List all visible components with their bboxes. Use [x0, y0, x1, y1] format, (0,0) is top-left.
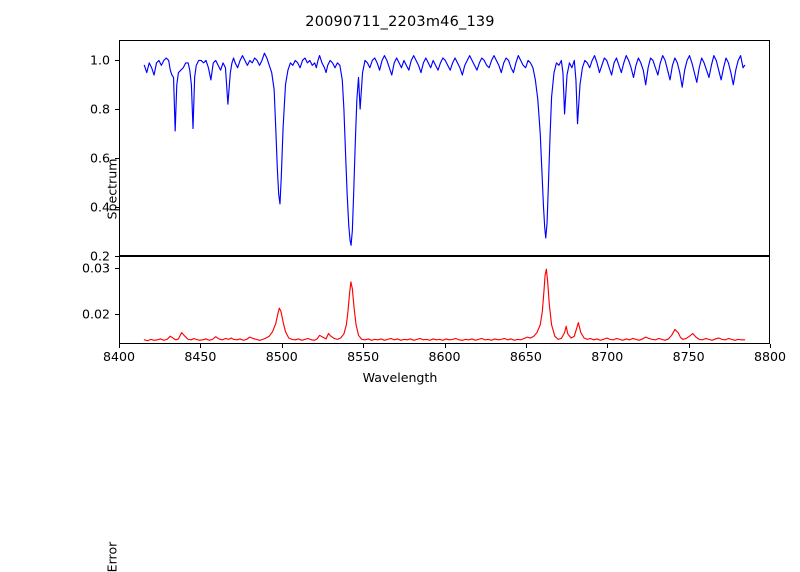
error-plot-panel: Error	[105, 256, 770, 572]
x-tick-mark	[119, 344, 121, 348]
chart-title: 20090711_2203m46_139	[305, 14, 495, 30]
x-tick-label: 8600	[428, 349, 461, 364]
x-tick-label: 8400	[102, 349, 136, 364]
x-tick-label: 8450	[184, 349, 217, 364]
x-axis-label: Wavelength	[362, 370, 438, 385]
y-tick-mark	[115, 267, 119, 269]
spectrum-line-plot	[143, 52, 746, 246]
x-tick-mark	[770, 344, 772, 348]
spectrum-plot-panel: Spectrum	[105, 40, 770, 256]
y-tick-mark	[115, 256, 119, 258]
x-tick-mark	[200, 344, 202, 348]
x-tick-label: 8500	[265, 349, 298, 364]
y-tick-mark	[115, 59, 119, 61]
y-tick-mark	[115, 108, 119, 110]
x-tick-label: 8550	[347, 349, 380, 364]
y-tick-label: 0.4	[89, 199, 110, 215]
x-tick-mark	[363, 344, 365, 348]
y-tick-label: 0.8	[89, 101, 110, 117]
error-line-plot	[143, 268, 746, 342]
y-tick-mark	[115, 206, 119, 208]
y-tick-label: 1.0	[89, 52, 110, 68]
y-tick-mark	[115, 157, 119, 159]
x-tick-mark	[525, 344, 527, 348]
x-tick-label: 8750	[672, 349, 705, 364]
x-tick-label: 8800	[753, 349, 787, 364]
error-series-line	[143, 268, 746, 342]
y-tick-label: 0.03	[81, 260, 110, 276]
error-axis-label: Error	[104, 541, 120, 572]
x-tick-mark	[688, 344, 690, 348]
x-tick-mark	[444, 344, 446, 348]
figure-canvas: 20090711_2203m46_139 Spectrum Error 8400…	[81, 14, 787, 572]
x-tick-mark	[607, 344, 609, 348]
y-tick-mark	[115, 313, 119, 315]
x-tick-label: 8700	[591, 349, 624, 364]
spectrum-series-line	[143, 52, 746, 246]
x-tick-mark	[281, 344, 283, 348]
x-tick-label: 8650	[509, 349, 542, 364]
y-tick-label: 0.6	[89, 150, 110, 166]
y-tick-label: 0.02	[81, 306, 110, 322]
y-tick-label: 0.2	[89, 248, 110, 264]
